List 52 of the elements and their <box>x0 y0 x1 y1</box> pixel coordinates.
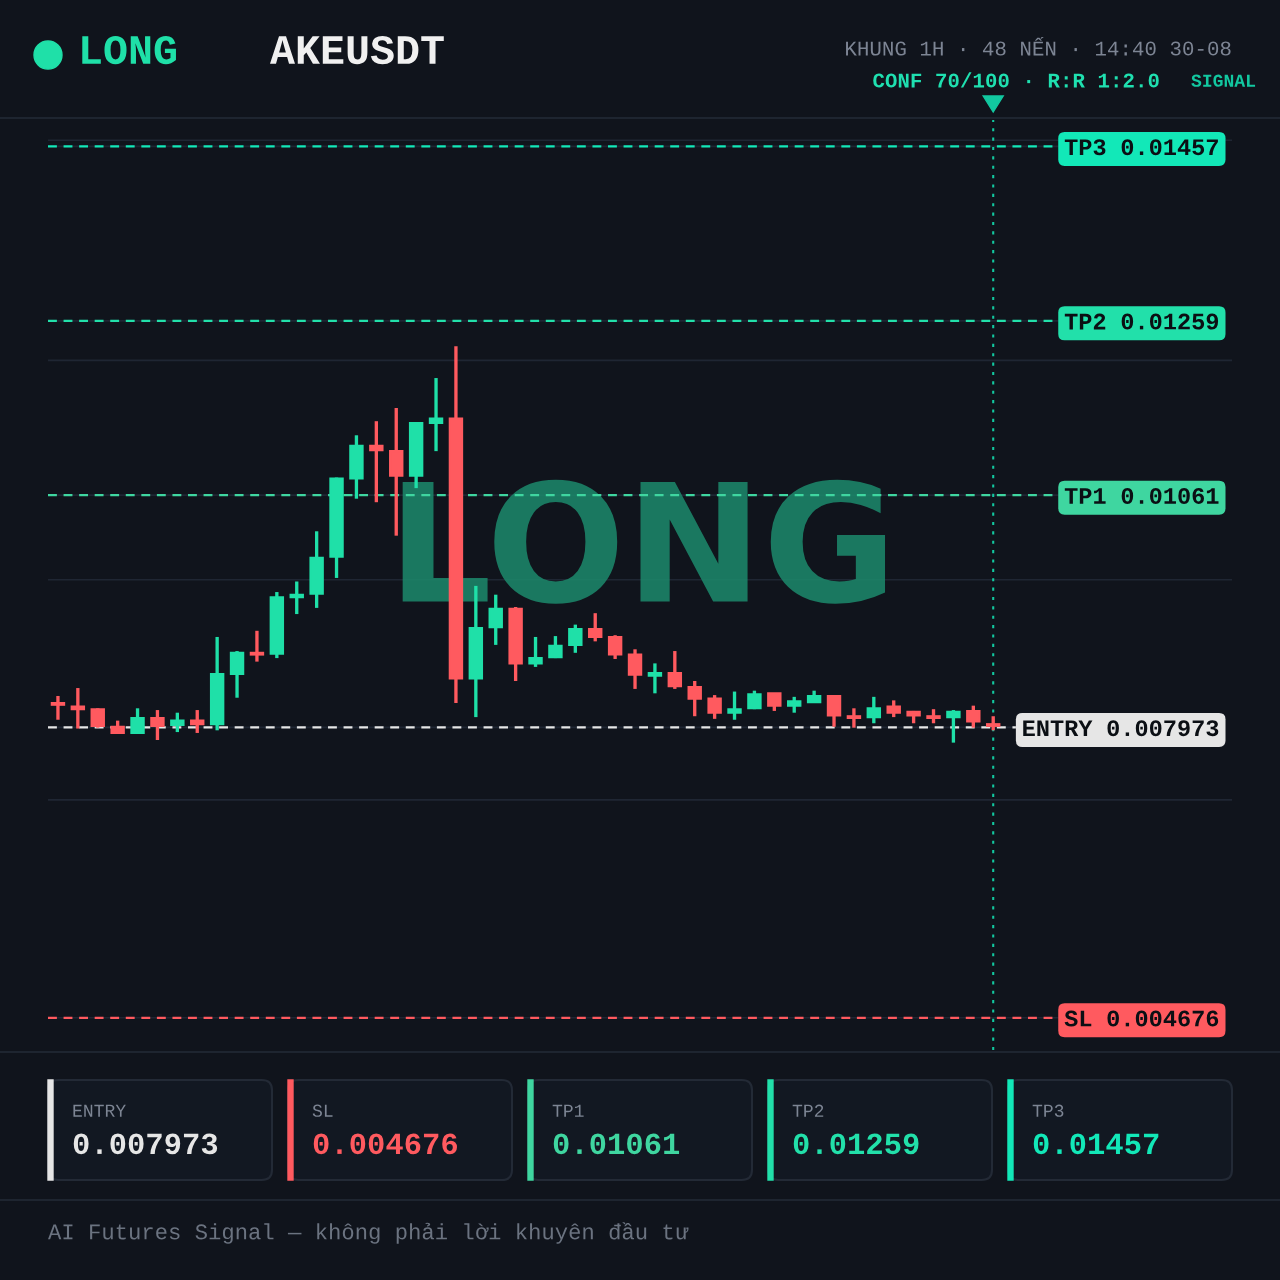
text: 0.01259 <box>793 1133 919 1155</box>
y-tick-label: 0.01457 <box>1121 139 1218 156</box>
candlestick <box>588 613 603 642</box>
candlestick <box>369 421 384 503</box>
text: KHUNG 1H · 48 NẾN · 14:40 30-08 <box>846 36 1231 56</box>
candlestick <box>150 710 165 740</box>
ref-line-label: SL <box>1064 1010 1092 1027</box>
text: SIGNAL <box>1191 74 1256 87</box>
candlestick <box>249 630 265 662</box>
candlestick <box>627 649 643 689</box>
candlestick <box>946 710 961 743</box>
ref-line-label: TP3 <box>1064 139 1106 156</box>
candlestick <box>607 635 623 659</box>
candlestick <box>866 695 882 724</box>
chart-subtitle: AKEUSDT <box>270 35 444 65</box>
candlestick <box>687 680 702 717</box>
candlestick <box>846 708 862 728</box>
y-tick-label: 0.004676 <box>1107 1010 1219 1027</box>
candlestick <box>50 694 66 720</box>
text: TP3 <box>1032 1104 1064 1117</box>
candlestick <box>707 695 722 719</box>
chart-title: LONG <box>82 35 176 65</box>
ref-line-label: TP2 <box>1064 313 1106 330</box>
text: AI Futures Signal — không phải lời khuyên đầu tư <box>48 1222 689 1244</box>
y-tick-label: 0.01061 <box>1121 487 1219 504</box>
candlestick <box>647 663 663 694</box>
candlestick <box>727 691 742 720</box>
candlestick <box>966 705 981 728</box>
text: CONF 70/100 · R:R 1:2.0 <box>873 72 1159 88</box>
candlestick <box>190 710 205 733</box>
candlestick <box>229 651 245 698</box>
text: 0.004676 <box>313 1133 457 1155</box>
candlestick <box>170 712 185 734</box>
candlestick <box>528 635 543 667</box>
text: TP2 <box>792 1104 824 1117</box>
text: SL <box>312 1104 333 1117</box>
y-tick-label: 0.01259 <box>1121 313 1219 330</box>
text: 0.007973 <box>73 1133 218 1155</box>
candlestick <box>90 708 105 728</box>
text: 0.01061 <box>553 1133 680 1155</box>
candlestick <box>70 688 86 729</box>
ref-line-label: TP1 <box>1064 488 1106 504</box>
y-tick-label: 0.007973 <box>1107 720 1219 737</box>
candlestick <box>667 651 683 689</box>
text: 0.01457 <box>1033 1133 1159 1155</box>
candlestick <box>130 708 145 734</box>
text: TP1 <box>552 1104 584 1117</box>
candlestick <box>826 694 842 727</box>
candlestick <box>428 378 444 453</box>
text: ENTRY <box>73 1104 126 1117</box>
candlestick <box>568 624 583 653</box>
ref-line-label: ENTRY <box>1023 720 1093 737</box>
